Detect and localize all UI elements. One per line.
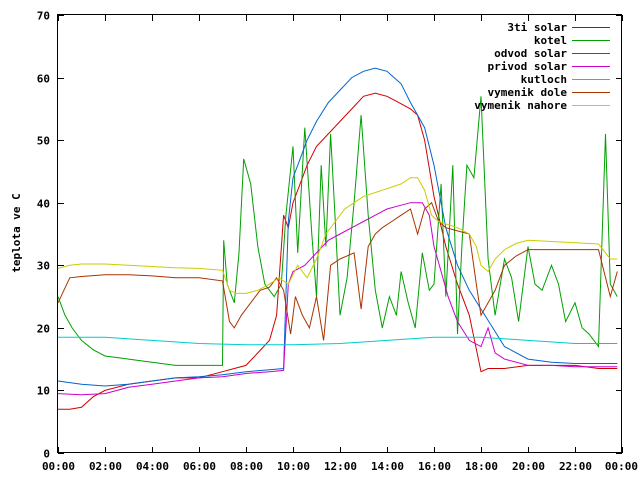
legend-label-vymenik-dole: vymenik dole (488, 86, 568, 99)
series-line-kotel (57, 96, 618, 366)
y-tick-label: 60 (37, 73, 50, 86)
legend-label-odvod-solar: odvod solar (494, 47, 567, 60)
x-tick-label: 02:00 (89, 460, 122, 473)
x-tick-label: 18:00 (465, 460, 498, 473)
y-tick-label: 30 (37, 260, 50, 273)
x-tick-label: 14:00 (371, 460, 404, 473)
x-tick-label: 12:00 (324, 460, 357, 473)
x-tick-label: 00:00 (42, 460, 75, 473)
plot-frame (57, 14, 622, 453)
legend-label-privod-solar: privod solar (488, 60, 568, 73)
axis-ticks: 0 10 20 30 40 50 60 70 00:00 02:00 04:00 06:00 08:00… (37, 10, 638, 474)
x-tick-label: 22:00 (559, 460, 592, 473)
x-tick-label: 08:00 (230, 460, 263, 473)
y-axis-title: teplota ve C (10, 193, 23, 272)
series-line-vymenik-nahore (57, 177, 618, 294)
x-tick-label: 04:00 (136, 460, 169, 473)
x-tick-label: 00:00 (605, 460, 638, 473)
y-tick-label: 70 (37, 10, 50, 23)
series-line-privod-solar (57, 202, 618, 396)
y-tick-label: 40 (37, 198, 50, 211)
y-tick-label: 10 (37, 385, 50, 398)
y-tick-label: 20 (37, 323, 50, 336)
x-tick-label: 20:00 (512, 460, 545, 473)
x-tick-label: 10:00 (277, 460, 310, 473)
legend-label-kutloch: kutloch (521, 73, 567, 86)
x-tick-label: 16:00 (418, 460, 451, 473)
y-tick-label: 0 (43, 448, 50, 461)
series-line-odvod-solar (57, 67, 618, 387)
y-tick-label: 50 (37, 135, 50, 148)
series-line-vymenik-dole (57, 201, 618, 341)
x-tick-label: 06:00 (183, 460, 216, 473)
legend-label-vymenik-nahore: vymenik nahore (474, 99, 567, 112)
legend-label-3ti-solar: 3ti solar (507, 21, 567, 34)
series-lines (57, 67, 618, 410)
legend-label-kotel: kotel (534, 34, 567, 47)
series-line-3ti-solar (58, 92, 618, 410)
series-line-kutloch (58, 336, 618, 346)
